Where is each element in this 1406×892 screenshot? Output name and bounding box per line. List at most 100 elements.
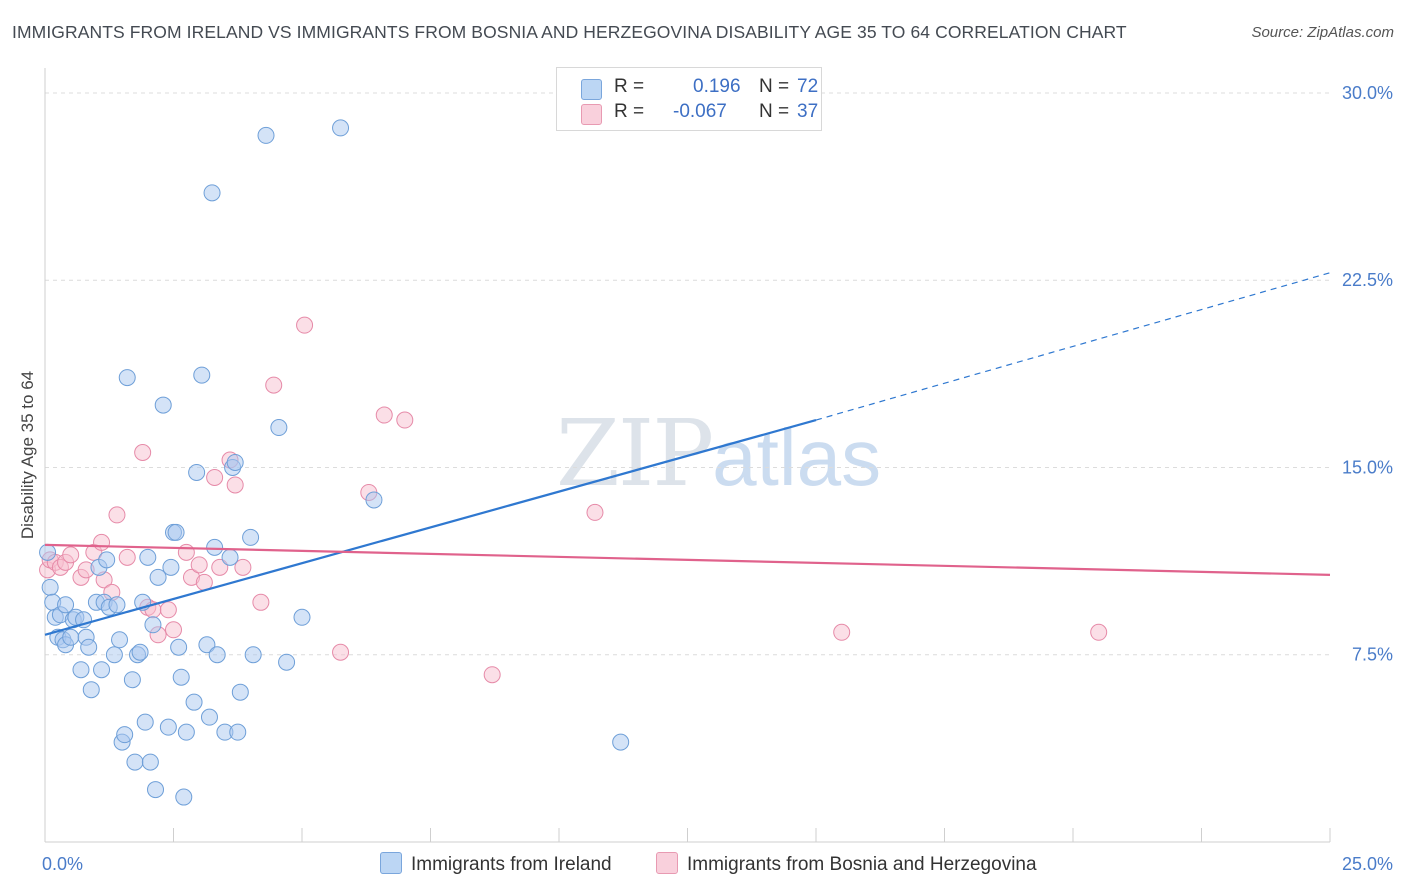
ireland-point (111, 631, 129, 649)
n-value-bosnia: 37 (797, 101, 819, 122)
ireland-point (193, 366, 211, 384)
ireland-point (108, 596, 126, 614)
ireland-point (72, 661, 90, 679)
ireland-points (39, 119, 630, 806)
ireland-point (200, 708, 218, 726)
bosnia-points (39, 316, 1108, 684)
ireland-point (149, 568, 167, 586)
ireland-point (139, 548, 157, 566)
bosnia-point (211, 558, 229, 576)
bosnia-legend-swatch (656, 852, 678, 874)
y-tick-label: 30.0% (1342, 83, 1393, 103)
ireland-trend-line (44, 418, 817, 636)
ireland-point (185, 693, 203, 711)
bosnia-point (165, 621, 182, 639)
bosnia-point (252, 593, 270, 611)
ireland-point (231, 683, 249, 701)
source-credit: Source: ZipAtlas.com (1251, 24, 1394, 41)
watermark: ZIPatlas (556, 400, 881, 507)
ireland-point (147, 781, 165, 799)
ireland-point (208, 646, 226, 664)
bosnia-point (226, 476, 244, 494)
ireland-point (175, 788, 193, 806)
ireland-point (270, 419, 288, 437)
ireland-point (57, 596, 75, 614)
legend-item-ireland: Immigrants from Ireland (380, 852, 612, 876)
y-tick-label: 15.0% (1342, 457, 1393, 477)
ireland-point (93, 661, 111, 679)
ireland-point (116, 726, 134, 744)
ireland-trend-extension (815, 272, 1331, 421)
bosnia-point (833, 623, 851, 641)
bosnia-point (1090, 623, 1108, 641)
ireland-point (159, 718, 177, 736)
ireland-legend-label: Immigrants from Ireland (411, 854, 612, 875)
bosnia-point (483, 666, 501, 684)
ireland-point (365, 491, 383, 509)
y-tick-label: 7.5% (1352, 645, 1393, 665)
bosnia-point (118, 548, 136, 566)
ireland-point (188, 463, 206, 481)
legend-item-bosnia: Immigrants from Bosnia and Herzegovina (656, 852, 1037, 876)
ireland-point (198, 636, 216, 654)
ireland-point (226, 453, 244, 471)
ireland-swatch (581, 79, 602, 100)
bosnia-point (177, 543, 195, 561)
ireland-point (206, 538, 224, 556)
bosnia-point (62, 546, 80, 564)
r-value-ireland: 0.196 (693, 76, 741, 97)
ireland-point (131, 643, 149, 661)
r-label: R = (614, 76, 645, 97)
bosnia-point (586, 503, 604, 521)
ireland-point (203, 184, 221, 202)
bosnia-point (375, 406, 393, 424)
ireland-point (105, 646, 123, 664)
bosnia-point (134, 444, 152, 462)
ireland-point (167, 523, 185, 541)
y-axis-label: Disability Age 35 to 64 (18, 371, 37, 539)
ireland-point (144, 616, 162, 634)
ireland-point (293, 608, 311, 626)
trend-lines (44, 272, 1331, 636)
x-tick-marks (44, 828, 1331, 842)
ireland-point (229, 723, 247, 741)
y-tick-label: 22.5% (1342, 270, 1393, 290)
ireland-point (170, 638, 188, 656)
bosnia-point (206, 468, 224, 486)
watermark-atlas: atlas (712, 413, 882, 502)
ireland-legend-swatch (380, 852, 402, 874)
ireland-point (98, 551, 116, 569)
ireland-point (244, 646, 262, 664)
stats-legend: R = 0.196 N = 72 R = -0.067 N = 37 (556, 67, 822, 131)
r-value-bosnia: -0.067 (673, 101, 727, 122)
n-label: N = (759, 76, 790, 97)
bosnia-point (93, 533, 111, 551)
bosnia-point (265, 376, 283, 394)
bosnia-point (108, 506, 126, 524)
ireland-point (242, 528, 260, 546)
ireland-point (62, 628, 80, 646)
ireland-point (177, 723, 195, 741)
bosnia-swatch (581, 104, 602, 125)
ireland-point (154, 396, 172, 414)
bosnia-legend-label: Immigrants from Bosnia and Herzegovina (687, 854, 1037, 875)
r-label: R = (614, 101, 645, 122)
chart-title: IMMIGRANTS FROM IRELAND VS IMMIGRANTS FR… (12, 22, 1127, 42)
ireland-point (257, 126, 275, 144)
ireland-point (278, 653, 296, 671)
ireland-point (126, 753, 144, 771)
ireland-point (221, 548, 239, 566)
y-tick-labels: 7.5% 15.0% 22.5% 30.0% (1342, 83, 1393, 665)
ireland-point (39, 543, 57, 561)
x-tick-label-max: 25.0% (1342, 854, 1393, 874)
bosnia-point (396, 411, 414, 429)
bosnia-point (190, 556, 208, 574)
ireland-point (118, 369, 136, 387)
watermark-zip: ZIP (556, 400, 714, 507)
x-tick-labels: 0.0% 25.0% (42, 854, 1393, 874)
n-label: N = (759, 101, 790, 122)
bosnia-point (234, 558, 252, 576)
ireland-point (172, 668, 190, 686)
ireland-point (80, 638, 98, 656)
